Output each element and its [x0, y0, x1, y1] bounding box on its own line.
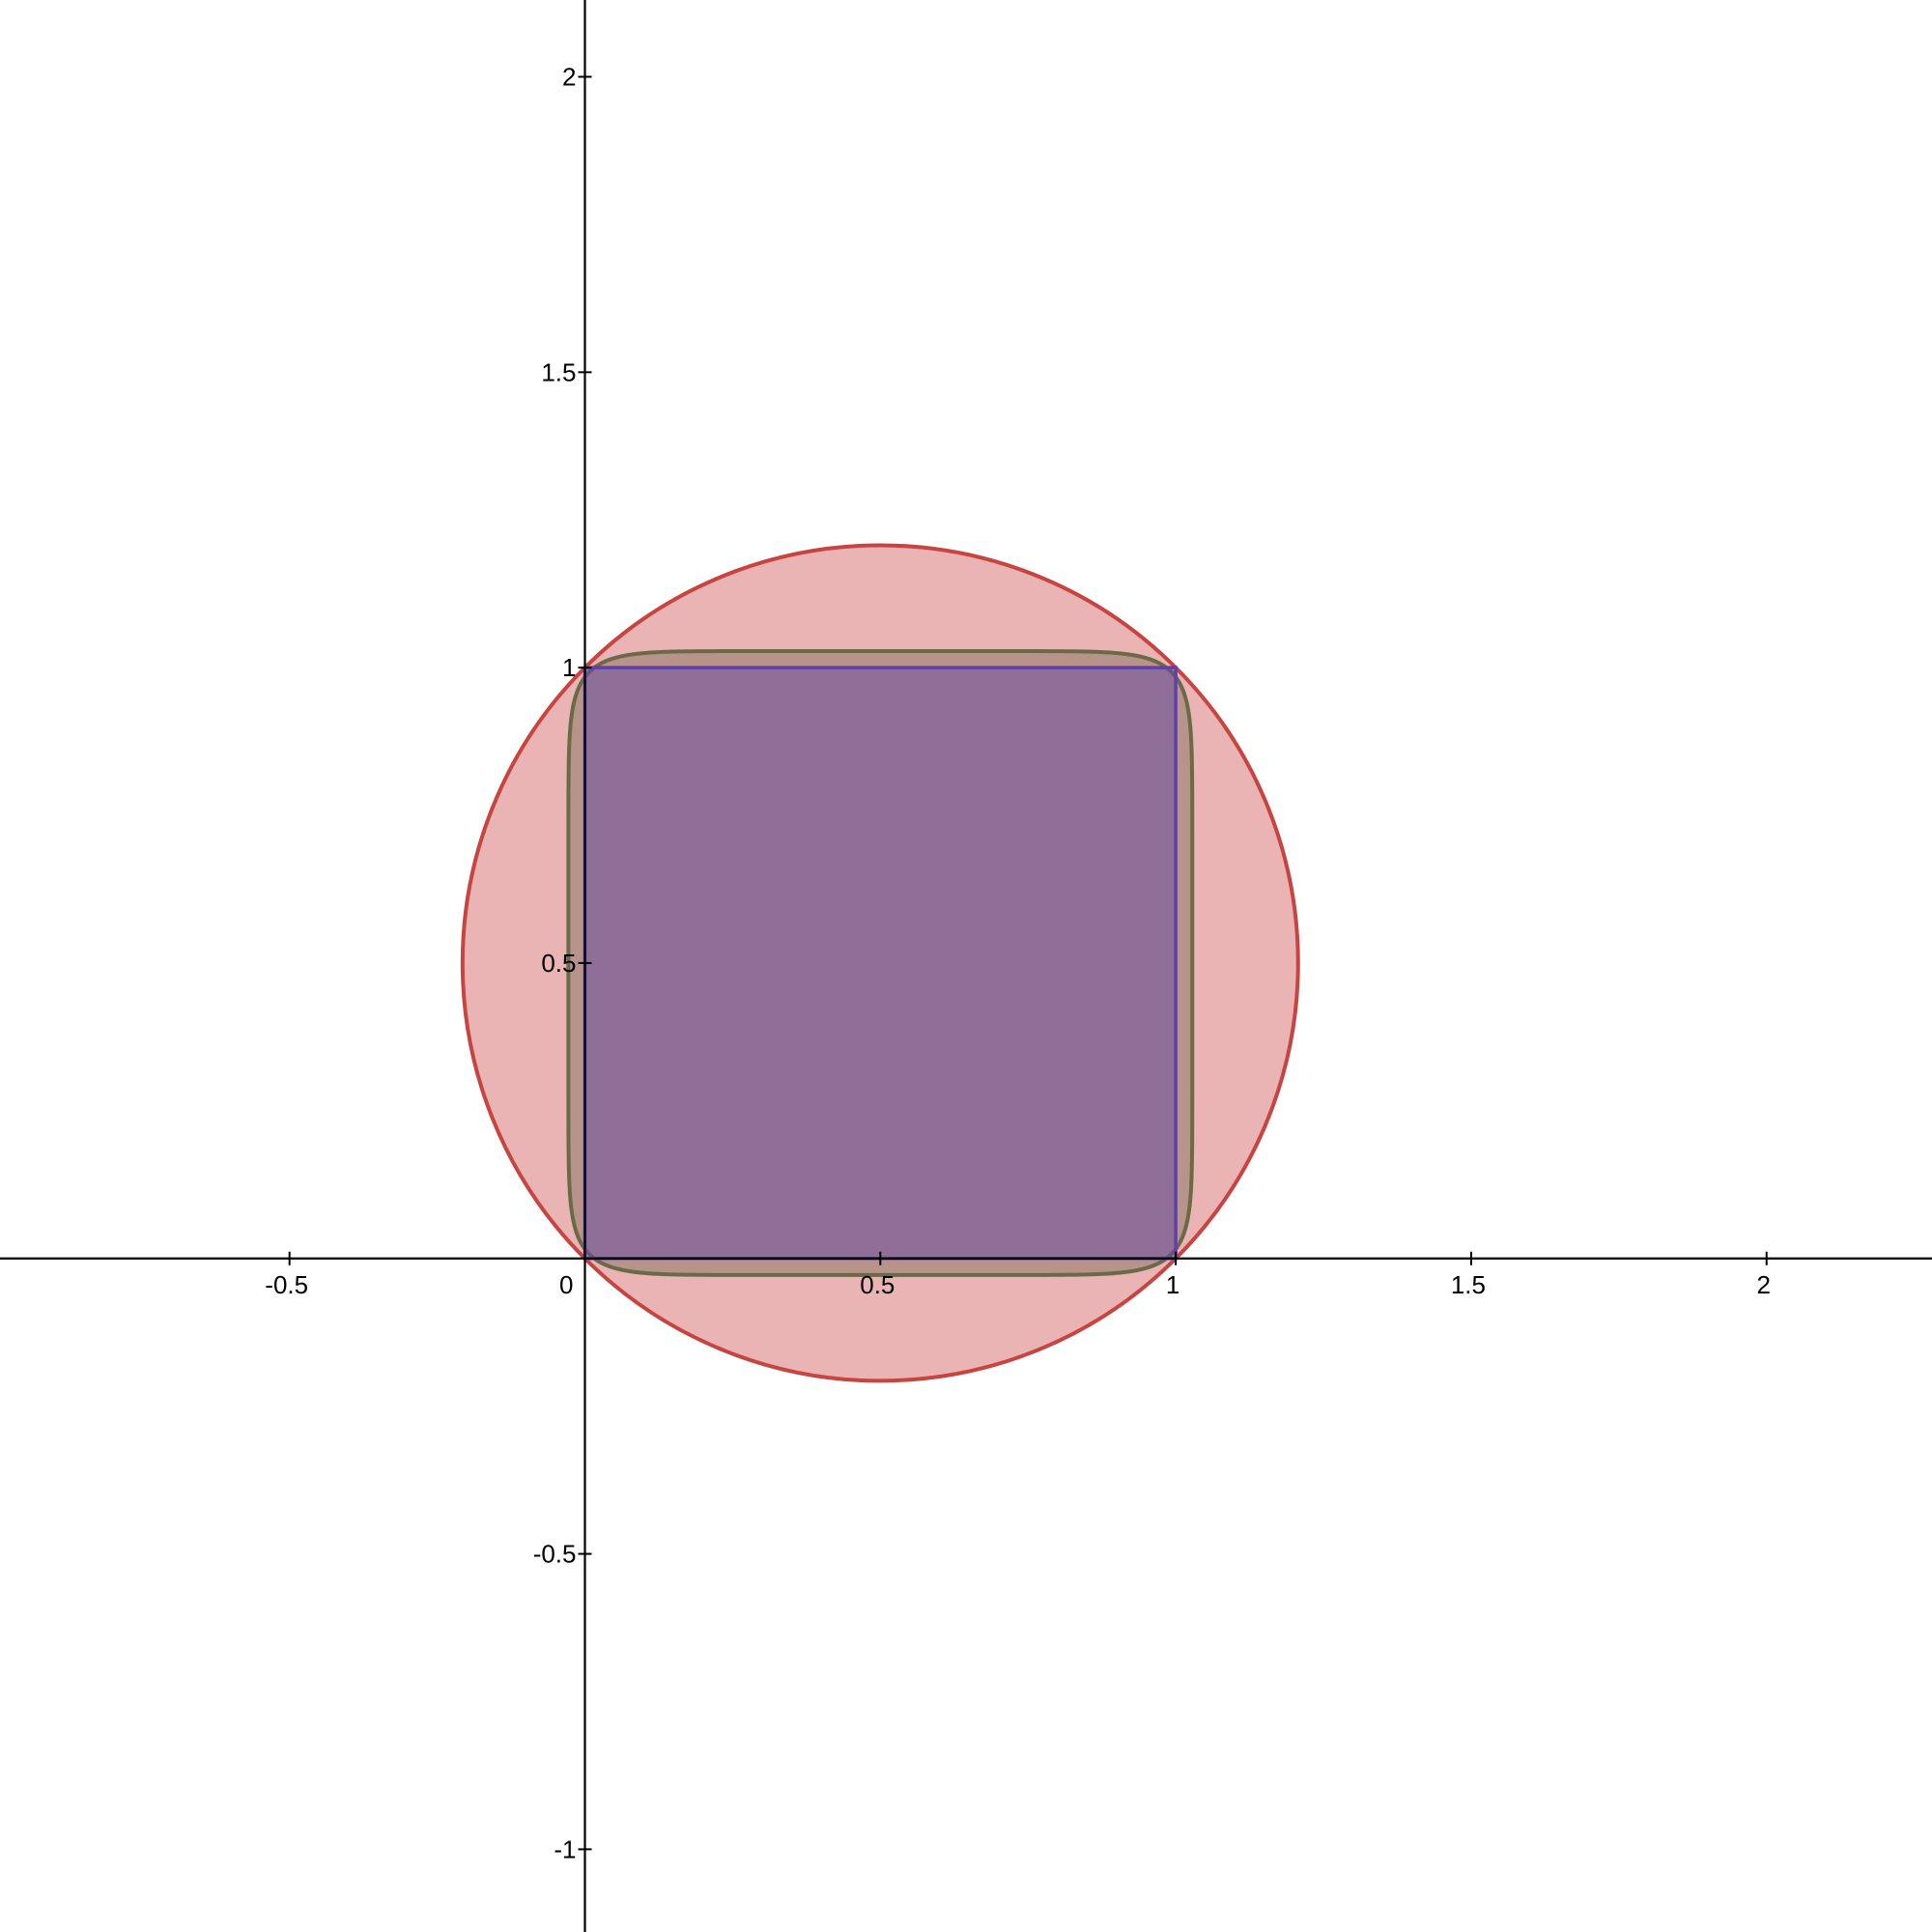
- x-tick-label: -0.5: [265, 1270, 308, 1299]
- x-tick-label: 0.5: [860, 1270, 895, 1299]
- tick-labels: -0.5 0.5 1 1.5 2 -1 -0.5 0.5 1 1.5 2 0: [265, 63, 1771, 1864]
- y-tick-label: 0.5: [541, 949, 576, 978]
- circle-shape: [460, 543, 1300, 1383]
- y-tick-label: 2: [562, 63, 576, 92]
- y-tick-label: 1: [562, 653, 576, 682]
- rounded-square-shape: [566, 649, 1195, 1277]
- unit-square-shape: [582, 666, 1178, 1261]
- x-tick-label: 2: [1757, 1270, 1771, 1299]
- origin-label: 0: [559, 1270, 573, 1299]
- y-tick-label: -0.5: [533, 1540, 577, 1569]
- x-tick-label: 1: [1166, 1270, 1179, 1299]
- y-tick-label: -1: [554, 1834, 576, 1863]
- x-tick-label: 1.5: [1451, 1270, 1486, 1299]
- y-tick-label: 1.5: [541, 357, 576, 386]
- shapes-layer: [460, 543, 1300, 1383]
